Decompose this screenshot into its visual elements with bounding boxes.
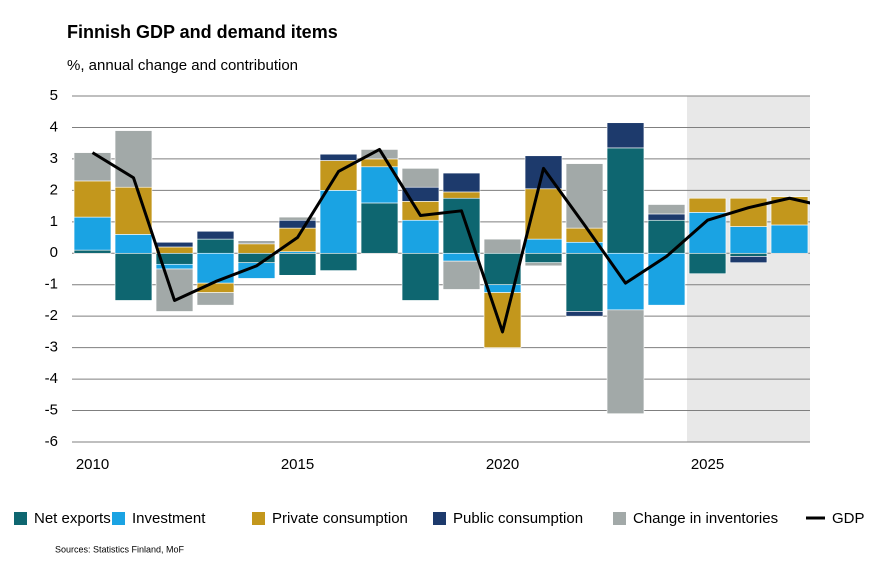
bar [319, 153, 358, 161]
legend-label: Private consumption [272, 510, 408, 527]
bar [442, 252, 481, 262]
legend-swatch [14, 512, 27, 525]
bar [114, 186, 153, 235]
bar [155, 241, 194, 248]
bar [196, 238, 235, 254]
legend-swatch [433, 512, 446, 525]
bar [565, 252, 604, 312]
bar [483, 292, 522, 348]
x-tick-label: 2025 [691, 456, 724, 473]
bar [401, 219, 440, 254]
bar [196, 252, 235, 284]
y-tick-label: -3 [45, 339, 58, 356]
bar [196, 292, 235, 306]
bar [647, 219, 686, 254]
bar [73, 180, 112, 218]
legend-swatch [112, 512, 125, 525]
gdp-line [91, 147, 810, 334]
bar [73, 216, 112, 251]
legend-label: Public consumption [453, 510, 583, 527]
bar [442, 191, 481, 199]
bar [524, 238, 563, 254]
bar [237, 243, 276, 254]
bar [114, 234, 153, 254]
bar [155, 268, 194, 312]
legend-swatch [613, 512, 626, 525]
bar [647, 252, 686, 306]
bar [770, 224, 809, 254]
bar [360, 166, 399, 204]
y-tick-label: 5 [50, 87, 58, 104]
x-tick-label: 2020 [486, 456, 519, 473]
y-tick-label: 1 [50, 213, 58, 230]
x-tick-label: 2010 [76, 456, 109, 473]
source-note: Sources: Statistics Finland, MoF [55, 544, 185, 554]
bar [647, 213, 686, 221]
bar [729, 252, 768, 257]
y-tick-label: -6 [45, 433, 58, 450]
bar [565, 163, 604, 229]
bar [360, 202, 399, 254]
y-tick-label: 2 [50, 181, 58, 198]
y-tick-label: -2 [45, 307, 58, 324]
legend-label: Net exports [34, 510, 111, 527]
chart-title: Finnish GDP and demand items [67, 22, 338, 42]
bar [73, 152, 112, 182]
bar [524, 262, 563, 267]
y-tick-label: -4 [45, 370, 58, 387]
bar [73, 249, 112, 254]
bar [278, 219, 317, 229]
bar [606, 122, 645, 149]
bar [442, 260, 481, 290]
bar [524, 252, 563, 264]
bar [196, 230, 235, 240]
bar [729, 256, 768, 264]
y-tick-label: 0 [50, 244, 58, 261]
bar [729, 226, 768, 254]
legend-swatch [252, 512, 265, 525]
legend-label: GDP [832, 510, 865, 527]
y-tick-label: 4 [50, 118, 58, 135]
bar [688, 252, 727, 275]
bar [155, 246, 194, 254]
legend-label: Change in inventories [633, 510, 778, 527]
bar [114, 252, 153, 301]
bar [237, 240, 276, 245]
bar [565, 227, 604, 243]
bar [360, 158, 399, 168]
bar [606, 309, 645, 414]
y-tick-label: -1 [45, 276, 58, 293]
bar [688, 197, 727, 213]
bar [319, 252, 358, 271]
y-tick-label: -5 [45, 402, 58, 419]
bar [319, 190, 358, 254]
bar [442, 172, 481, 193]
bar [401, 168, 440, 188]
legend-label: Investment [132, 510, 206, 527]
bar [401, 201, 440, 221]
bar [237, 262, 276, 279]
bar [483, 238, 522, 254]
bar [606, 147, 645, 254]
y-tick-label: 3 [50, 150, 58, 167]
bar [401, 252, 440, 301]
bar [278, 216, 317, 221]
bar [647, 204, 686, 215]
bar [565, 311, 604, 317]
x-tick-label: 2015 [281, 456, 314, 473]
chart-subtitle: %, annual change and contribution [67, 57, 298, 74]
bar [278, 252, 317, 276]
